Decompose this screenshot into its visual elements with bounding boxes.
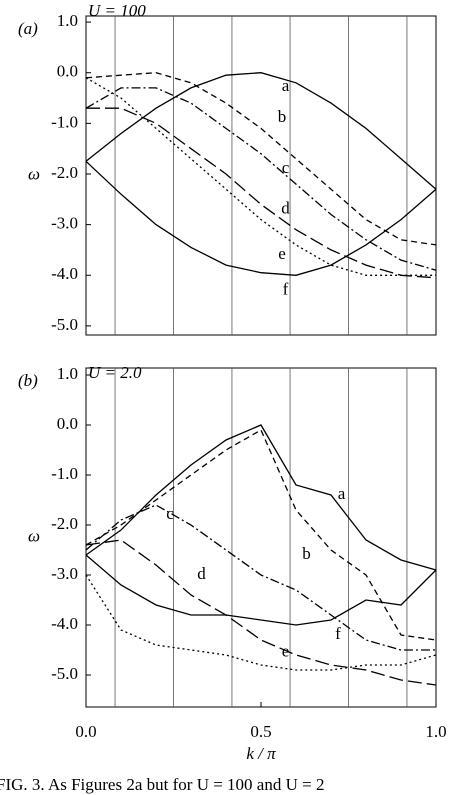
y-tick-label: -3.0 bbox=[51, 214, 78, 233]
series-line bbox=[85, 539, 437, 686]
series-line bbox=[86, 107, 437, 279]
series-line bbox=[85, 504, 436, 651]
series-line bbox=[85, 87, 437, 271]
y-tick-label: 1.0 bbox=[57, 11, 78, 30]
series-line bbox=[85, 574, 437, 671]
curve-label: e bbox=[278, 244, 286, 263]
curve-label: e bbox=[282, 641, 290, 660]
plot-frame bbox=[85, 15, 437, 336]
x-tick-label: 0.5 bbox=[250, 722, 271, 741]
curve-label: d bbox=[281, 198, 290, 217]
series-line bbox=[85, 72, 437, 190]
y-tick-label: -5.0 bbox=[51, 315, 78, 334]
x-tick-label: 1.0 bbox=[425, 722, 446, 741]
panel-title: U = 2.0 bbox=[88, 363, 142, 382]
curve-label: f bbox=[335, 624, 341, 643]
curve-label: b bbox=[278, 107, 287, 126]
series-line bbox=[85, 72, 437, 246]
y-tick-label: -4.0 bbox=[51, 614, 78, 633]
series-line bbox=[85, 554, 437, 626]
y-tick-label: -1.0 bbox=[51, 464, 78, 483]
y-tick-label: 0.0 bbox=[57, 414, 78, 433]
curve-label: d bbox=[197, 564, 206, 583]
y-tick-label: -1.0 bbox=[51, 112, 78, 131]
y-tick-label: -3.0 bbox=[51, 564, 78, 583]
y-tick-label: -4.0 bbox=[51, 264, 78, 283]
panel-label: (b) bbox=[18, 371, 38, 390]
y-axis-label: ω bbox=[28, 526, 40, 545]
series-line bbox=[85, 424, 437, 571]
x-axis-label: k / π bbox=[246, 744, 276, 763]
y-tick-label: 0.0 bbox=[57, 62, 78, 81]
y-tick-label: -5.0 bbox=[51, 664, 78, 683]
x-tick-label: 0.0 bbox=[75, 722, 96, 741]
curve-label: c bbox=[282, 158, 290, 177]
caption: FIG. 3. As Figures 2a but for U = 100 an… bbox=[0, 775, 324, 794]
series-line bbox=[85, 429, 437, 641]
curve-label: f bbox=[283, 279, 289, 298]
panel-label: (a) bbox=[18, 19, 38, 38]
curve-label: a bbox=[282, 76, 290, 95]
series-line bbox=[85, 160, 437, 276]
curve-label: b bbox=[302, 544, 311, 563]
panel-title: U = 100 bbox=[88, 1, 146, 20]
y-tick-label: 1.0 bbox=[57, 364, 78, 383]
y-tick-label: -2.0 bbox=[51, 514, 78, 533]
series-line bbox=[85, 77, 436, 276]
plot-frame bbox=[85, 367, 437, 708]
y-axis-label: ω bbox=[28, 164, 40, 183]
y-tick-label: -2.0 bbox=[51, 163, 78, 182]
curve-label: a bbox=[338, 484, 346, 503]
curve-label: c bbox=[166, 504, 174, 523]
